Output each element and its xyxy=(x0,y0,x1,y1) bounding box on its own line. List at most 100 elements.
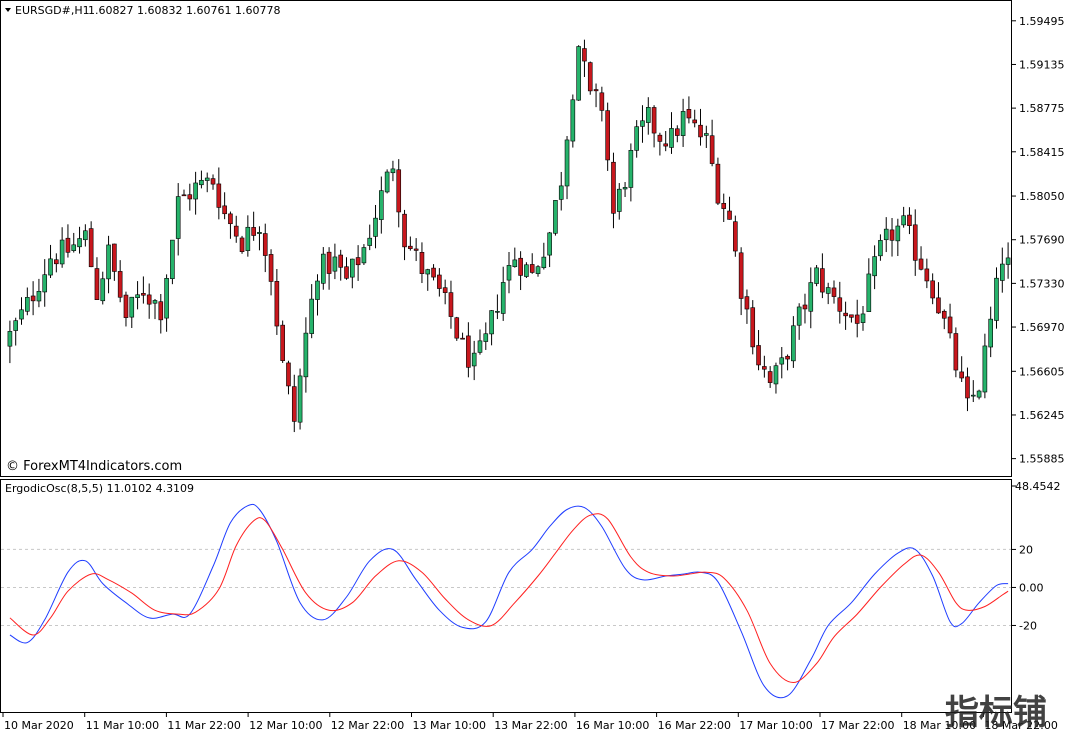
dropdown-triangle-icon[interactable] xyxy=(5,8,11,12)
bear-candle xyxy=(611,152,616,229)
bear-candle xyxy=(396,159,402,228)
bear-candle xyxy=(587,61,593,95)
candle-body xyxy=(576,46,581,101)
bull-candle xyxy=(779,347,785,379)
bull-candle xyxy=(808,267,814,329)
bear-candle xyxy=(918,246,924,271)
candle-body xyxy=(54,259,59,265)
candle-body xyxy=(727,210,732,220)
candle-body xyxy=(756,345,761,366)
bear-candle xyxy=(733,215,738,257)
bear-candle xyxy=(251,211,256,241)
candle-body xyxy=(541,256,547,269)
bull-candle xyxy=(791,316,796,368)
bear-candle xyxy=(941,309,947,330)
candle-body xyxy=(512,259,518,268)
candle-body xyxy=(309,298,314,334)
candle-body xyxy=(164,278,169,319)
bear-candle xyxy=(280,320,285,363)
bear-candle xyxy=(65,224,71,258)
candle-body xyxy=(883,228,889,241)
candle-body xyxy=(692,119,698,124)
candle-body xyxy=(483,333,489,342)
price-pane[interactable] xyxy=(0,0,1012,477)
bear-candle xyxy=(959,356,964,382)
candle-body xyxy=(709,135,715,164)
indicator-axis: 48.4542 20 0.00 -20 xyxy=(1011,480,1061,632)
candle-body xyxy=(413,248,419,251)
bear-candle xyxy=(54,253,59,273)
candle-body xyxy=(442,287,448,293)
candle-body xyxy=(77,238,82,248)
candle-body xyxy=(7,331,13,347)
candle-body xyxy=(976,390,982,398)
bull-candle xyxy=(71,232,77,253)
bull-candle xyxy=(576,45,581,101)
bull-candle xyxy=(19,297,24,325)
bull-candle xyxy=(570,94,576,148)
candle-body xyxy=(175,196,181,239)
candle-body xyxy=(355,257,361,266)
candle-body xyxy=(454,317,460,339)
candle-body xyxy=(466,335,471,368)
bear-candle xyxy=(112,243,117,281)
candle-body xyxy=(100,278,106,302)
bull-candle xyxy=(796,303,802,340)
candle-body xyxy=(251,227,256,236)
bear-candle xyxy=(326,247,332,290)
indicator-label: ErgodicOsc(8,5,5) 11.0102 4.3109 xyxy=(5,482,194,495)
candle-body xyxy=(721,203,727,209)
bear-candle xyxy=(454,316,460,341)
candle-body xyxy=(762,366,767,370)
candle-body xyxy=(773,365,779,385)
bull-candle xyxy=(506,251,512,294)
ohlc-values: 1.60827 1.60832 1.60761 1.60778 xyxy=(88,4,280,17)
price-tick-label: 1.59495 xyxy=(1019,15,1065,28)
bear-candle xyxy=(889,217,895,257)
candle-body xyxy=(785,355,790,360)
candle-body xyxy=(495,311,500,313)
candle-body xyxy=(564,139,570,187)
price-tick-label: 1.58775 xyxy=(1019,102,1065,115)
candle-body xyxy=(326,251,332,274)
bear-candle xyxy=(936,282,941,314)
candle-body xyxy=(30,295,36,302)
bear-candle xyxy=(831,280,837,304)
candle-body xyxy=(117,271,123,298)
candle-body xyxy=(152,300,158,304)
bull-candle xyxy=(77,226,82,254)
candle-body xyxy=(849,314,854,318)
candle-body xyxy=(936,297,941,314)
bear-candle xyxy=(448,280,454,329)
candle-body xyxy=(814,267,819,284)
bear-candle xyxy=(228,211,233,239)
candle-body xyxy=(135,294,140,298)
bull-candle xyxy=(645,97,651,135)
bull-candle xyxy=(970,380,976,403)
candle-body xyxy=(918,258,924,270)
candle-body xyxy=(872,256,877,277)
bull-candle xyxy=(825,282,831,305)
time-tick-label: 17 Mar 22:00 xyxy=(821,719,894,732)
price-tick-label: 1.59135 xyxy=(1019,58,1065,71)
candle-body xyxy=(158,301,164,321)
candle-body xyxy=(19,309,24,320)
candle-body xyxy=(187,194,193,200)
indicator-tick-label: 48.4542 xyxy=(1015,480,1061,493)
bull-candle xyxy=(36,278,42,308)
candle-body xyxy=(344,266,349,279)
candle-body xyxy=(42,274,48,293)
candle-body xyxy=(402,213,407,248)
candle-body xyxy=(350,258,355,278)
bear-candle xyxy=(344,257,349,280)
bear-candle xyxy=(692,109,698,128)
bear-candle xyxy=(518,251,523,291)
candle-body xyxy=(204,177,210,181)
indicator-pane[interactable] xyxy=(0,479,1012,713)
candle-body xyxy=(831,287,837,297)
bear-candle xyxy=(210,174,216,190)
bull-candle xyxy=(204,172,210,193)
bear-candle xyxy=(802,293,808,324)
price-tick-label: 1.57330 xyxy=(1019,277,1065,290)
bear-candle xyxy=(274,268,280,335)
